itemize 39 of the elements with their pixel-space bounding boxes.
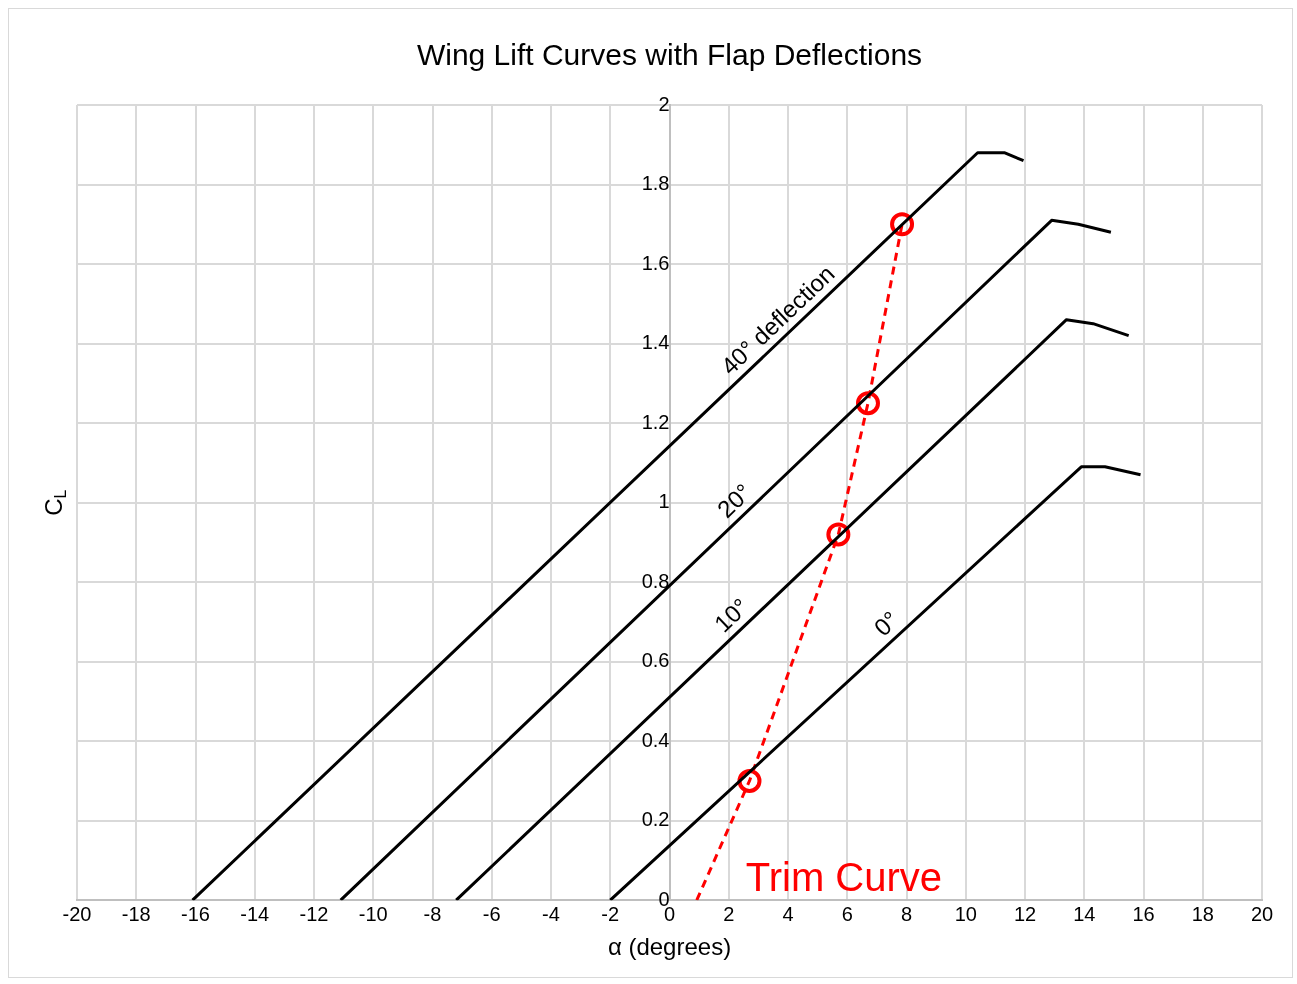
series-label: Trim Curve (745, 855, 943, 900)
y-tick-label: 0.4 (641, 728, 670, 751)
x-tick-label: -12 (299, 902, 329, 925)
y-tick-label: 2 (658, 92, 670, 115)
x-tick-label: 12 (1013, 902, 1037, 925)
y-tick-label: 1.4 (641, 331, 670, 354)
y-axis-title: CL (39, 489, 70, 516)
x-tick-label: 6 (841, 902, 853, 925)
text: 10° (708, 592, 754, 638)
y-tick-label: 0.8 (641, 569, 670, 592)
x-tick-label: -2 (601, 902, 620, 925)
x-tick-label: -18 (121, 902, 151, 925)
x-tick-label: -6 (482, 902, 501, 925)
x-tick-label: -8 (423, 902, 442, 925)
y-tick-label: 1.6 (641, 251, 670, 274)
y-tick-label: 1.2 (641, 410, 670, 433)
x-tick-label: 20 (1250, 902, 1274, 925)
x-tick-label: -14 (240, 902, 270, 925)
x-tick-label: -4 (542, 902, 560, 925)
y-tick-label: 0.2 (641, 808, 670, 831)
x-tick-label: 16 (1132, 902, 1155, 925)
y-tick-label: 1 (658, 490, 670, 513)
x-axis-title: α (degrees) (607, 933, 732, 961)
point (826, 522, 851, 547)
x-tick-label: 4 (782, 902, 794, 925)
y-tick-label: 0.6 (641, 649, 670, 672)
text: 0° (868, 605, 904, 642)
x-tick-label: -20 (62, 902, 92, 925)
y-tick-label: 1.8 (641, 172, 670, 195)
x-tick-label: -10 (358, 902, 388, 925)
x-tick-label: 8 (900, 902, 913, 925)
x-tick-label: 18 (1191, 902, 1214, 925)
x-tick-label: -16 (181, 902, 210, 925)
text: 20° (711, 478, 757, 523)
x-tick-label: 10 (954, 902, 977, 925)
chart-title: Wing Lift Curves with Flap Deflections (416, 38, 923, 72)
x-tick-label: 2 (723, 902, 735, 925)
x-tick-label: 14 (1073, 902, 1096, 925)
point (890, 212, 915, 237)
